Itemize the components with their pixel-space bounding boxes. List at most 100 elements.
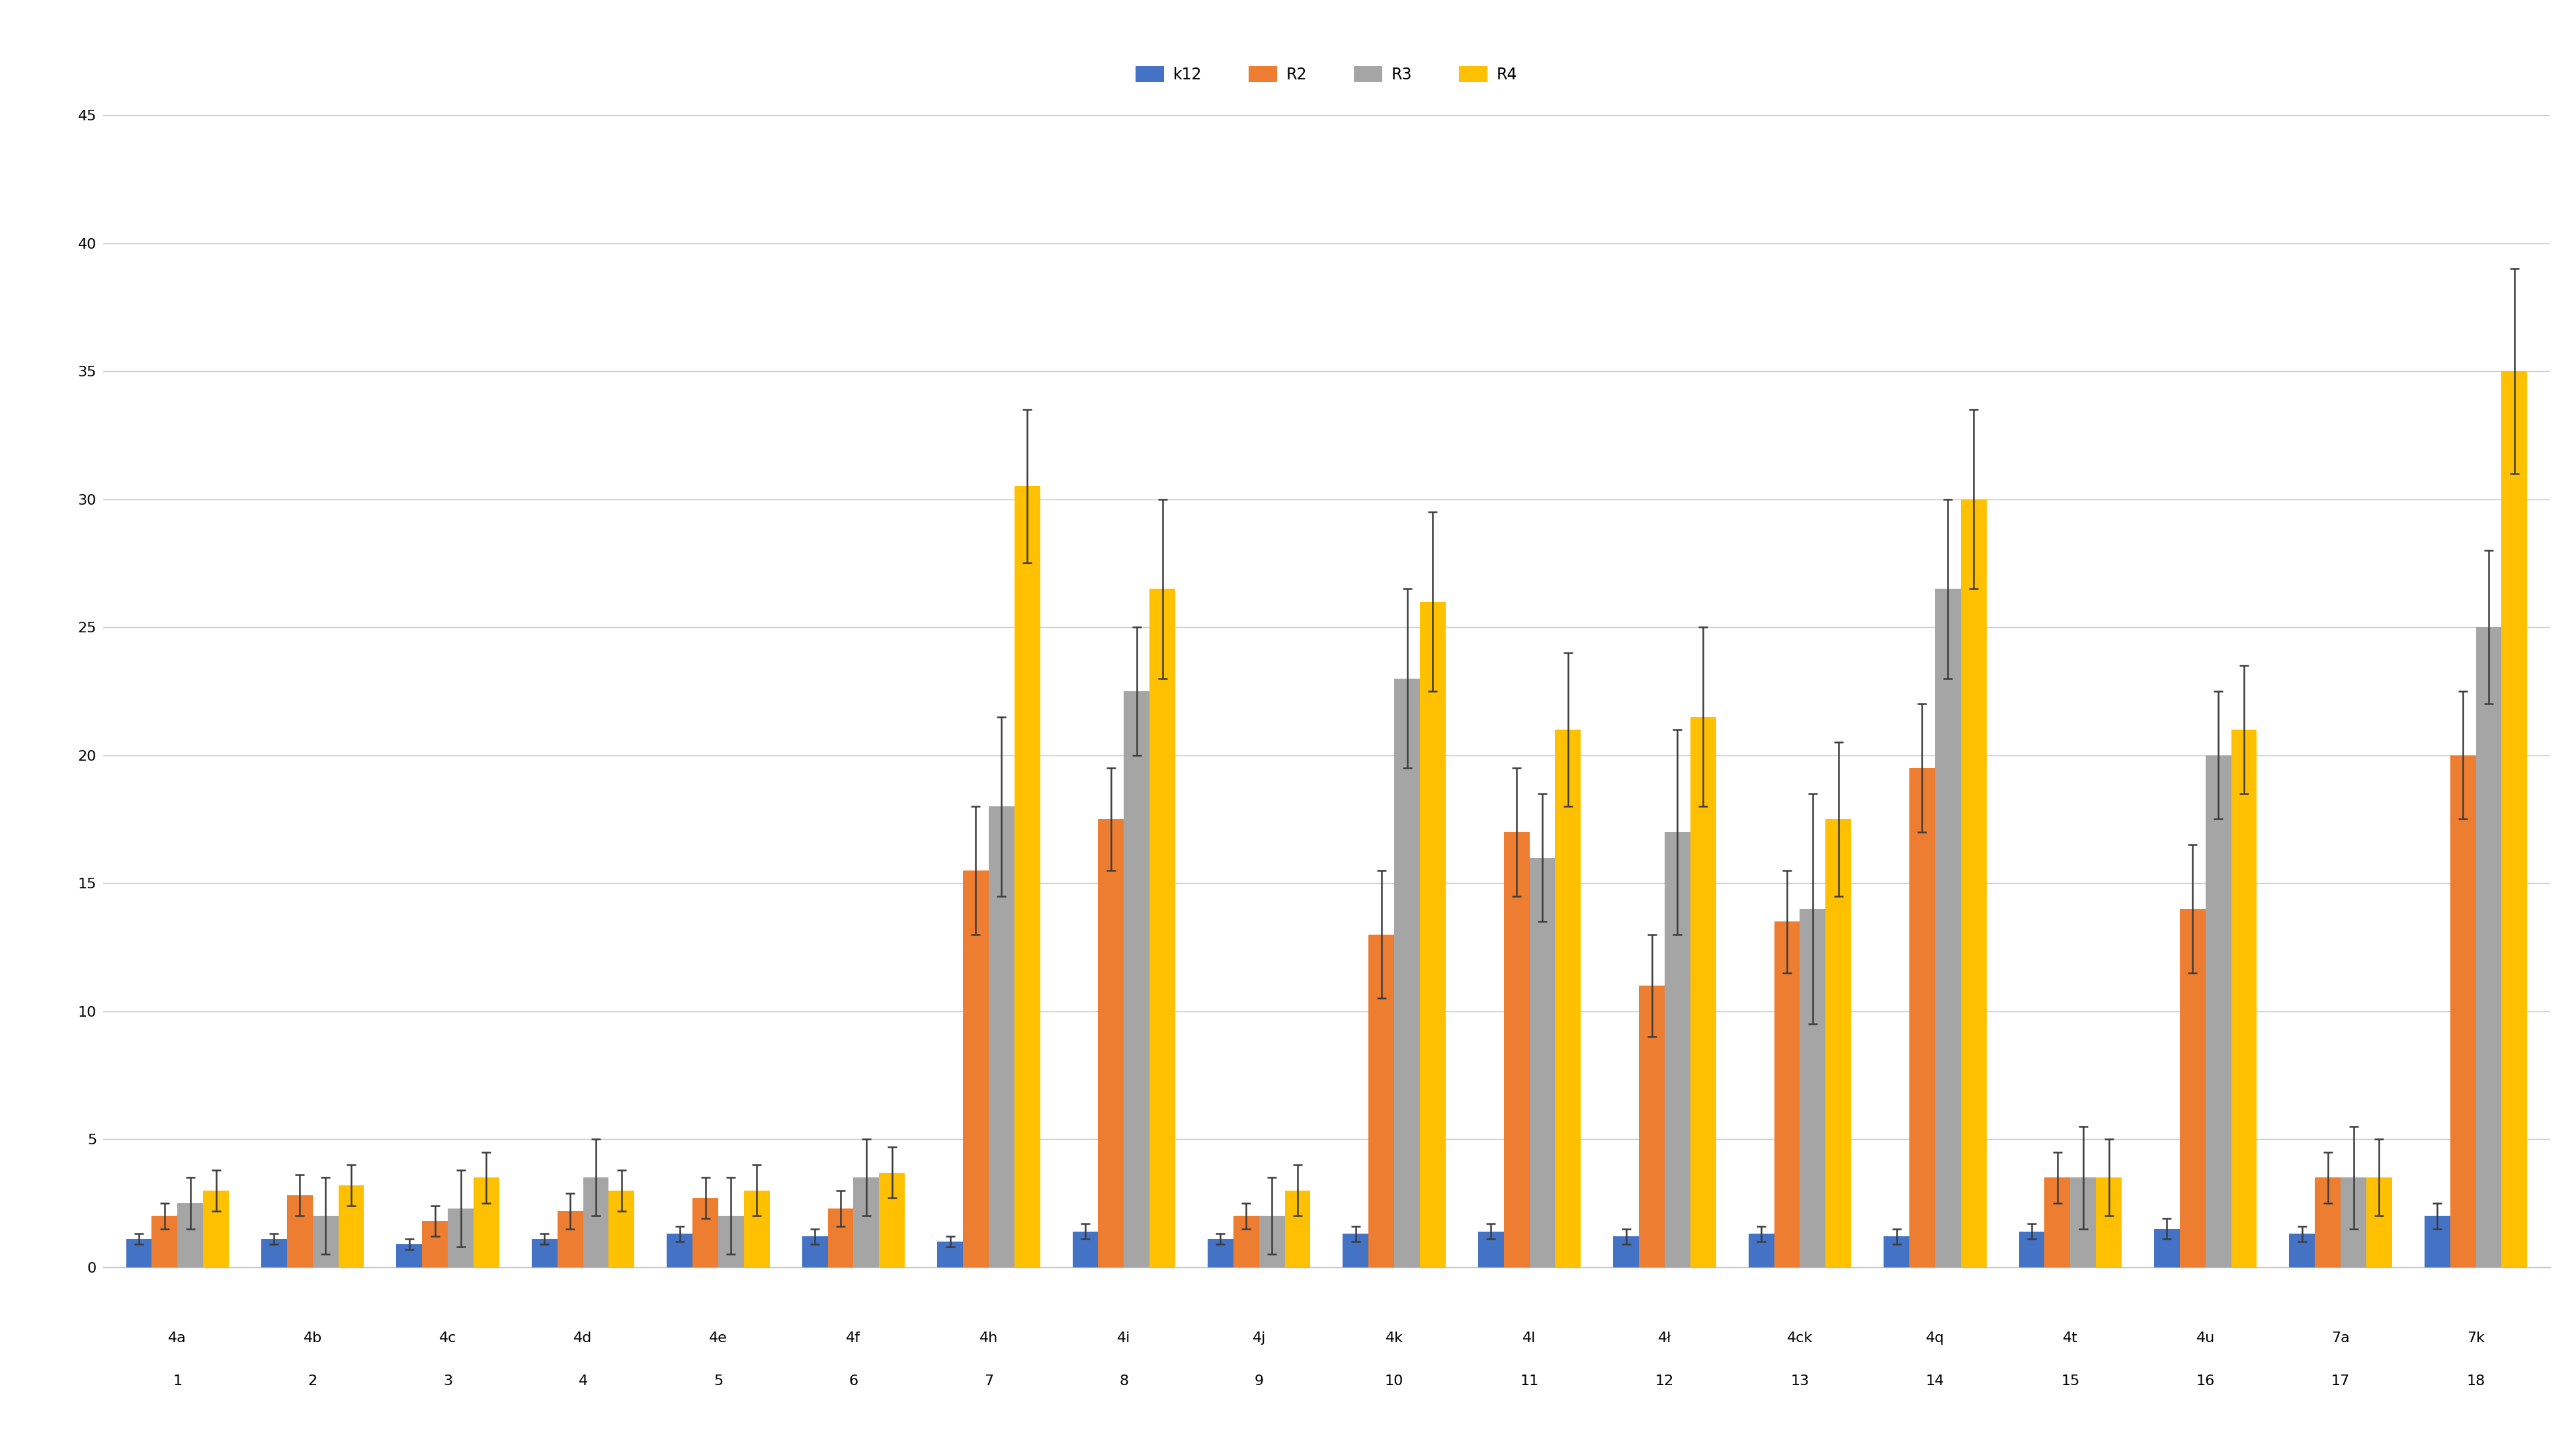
Bar <box>1072 1231 1097 1267</box>
Bar <box>1234 1215 1260 1267</box>
Text: 4i: 4i <box>1118 1331 1131 1345</box>
Text: 7k: 7k <box>2468 1331 2486 1345</box>
Bar <box>582 1178 608 1267</box>
Text: 4u: 4u <box>2197 1331 2215 1345</box>
Bar <box>474 1178 500 1267</box>
Text: 4t: 4t <box>2063 1331 2079 1345</box>
Bar <box>1208 1238 1234 1267</box>
Text: 7a: 7a <box>2331 1331 2349 1345</box>
Text: 15: 15 <box>2061 1375 2079 1388</box>
Text: 4f: 4f <box>845 1331 860 1345</box>
Bar <box>1479 1231 1504 1267</box>
Text: 4q: 4q <box>1927 1331 1945 1345</box>
Text: 4c: 4c <box>438 1331 456 1345</box>
Text: 4e: 4e <box>708 1331 726 1345</box>
Bar <box>1883 1237 1909 1267</box>
Bar <box>531 1238 556 1267</box>
Bar <box>1342 1234 1368 1267</box>
Text: 4h: 4h <box>979 1331 997 1345</box>
Bar <box>1801 909 1826 1267</box>
Text: 3: 3 <box>443 1375 453 1388</box>
Bar <box>1613 1237 1638 1267</box>
Bar <box>337 1185 363 1267</box>
Bar <box>397 1244 422 1267</box>
Text: 4k: 4k <box>1386 1331 1404 1345</box>
Text: 4ł: 4ł <box>1659 1331 1672 1345</box>
Bar <box>1097 819 1123 1267</box>
Text: 9: 9 <box>1255 1375 1265 1388</box>
Bar <box>938 1241 963 1267</box>
Bar <box>608 1191 634 1267</box>
Text: 4j: 4j <box>1252 1331 1265 1345</box>
Bar <box>422 1221 448 1267</box>
Bar <box>1749 1234 1775 1267</box>
Bar <box>1909 768 1935 1267</box>
Bar <box>2020 1231 2045 1267</box>
Bar <box>2501 372 2527 1267</box>
Bar <box>853 1178 878 1267</box>
Bar <box>1638 985 1664 1267</box>
Bar <box>204 1191 229 1267</box>
Bar <box>2071 1178 2097 1267</box>
Text: 16: 16 <box>2197 1375 2215 1388</box>
Bar <box>1775 922 1801 1267</box>
Bar <box>2231 730 2257 1267</box>
Text: 4d: 4d <box>574 1331 592 1345</box>
Bar <box>1368 935 1394 1267</box>
Bar <box>827 1208 853 1267</box>
Bar <box>1530 858 1556 1267</box>
Text: 4a: 4a <box>167 1331 185 1345</box>
Text: 7: 7 <box>984 1375 994 1388</box>
Bar <box>693 1198 719 1267</box>
Bar <box>2342 1178 2367 1267</box>
Bar <box>2476 628 2501 1267</box>
Bar <box>260 1238 286 1267</box>
Bar <box>1015 487 1041 1267</box>
Bar <box>989 806 1015 1267</box>
Bar <box>1123 691 1149 1267</box>
Bar <box>126 1238 152 1267</box>
Bar <box>448 1208 474 1267</box>
Text: 11: 11 <box>1520 1375 1538 1388</box>
Bar <box>963 870 989 1267</box>
Bar <box>1285 1191 1311 1267</box>
Bar <box>1690 717 1716 1267</box>
Text: 2: 2 <box>309 1375 317 1388</box>
Text: 13: 13 <box>1790 1375 1808 1388</box>
Bar <box>1394 678 1419 1267</box>
Bar <box>2179 909 2205 1267</box>
Bar <box>178 1204 204 1267</box>
Text: 4: 4 <box>580 1375 587 1388</box>
Bar <box>2450 755 2476 1267</box>
Text: 14: 14 <box>1927 1375 1945 1388</box>
Text: 4ck: 4ck <box>1788 1331 1814 1345</box>
Bar <box>2205 755 2231 1267</box>
Bar <box>801 1237 827 1267</box>
Bar <box>2154 1228 2179 1267</box>
Bar <box>1419 602 1445 1267</box>
Text: 1: 1 <box>173 1375 183 1388</box>
Bar <box>312 1215 337 1267</box>
Text: 8: 8 <box>1118 1375 1128 1388</box>
Bar <box>2097 1178 2123 1267</box>
Bar <box>556 1211 582 1267</box>
Text: 10: 10 <box>1386 1375 1404 1388</box>
Bar <box>1960 500 1986 1267</box>
Bar <box>1935 589 1960 1267</box>
Bar <box>1260 1215 1285 1267</box>
Bar <box>744 1191 770 1267</box>
Bar <box>667 1234 693 1267</box>
Text: 4l: 4l <box>1522 1331 1535 1345</box>
Legend: k12, R2, R3, R4: k12, R2, R3, R4 <box>1128 59 1525 89</box>
Bar <box>1504 832 1530 1267</box>
Bar <box>1556 730 1582 1267</box>
Text: 4b: 4b <box>304 1331 322 1345</box>
Bar <box>2290 1234 2316 1267</box>
Bar <box>2316 1178 2342 1267</box>
Text: 5: 5 <box>714 1375 724 1388</box>
Text: 17: 17 <box>2331 1375 2349 1388</box>
Bar <box>719 1215 744 1267</box>
Bar <box>878 1172 904 1267</box>
Bar <box>2045 1178 2071 1267</box>
Bar <box>1149 589 1175 1267</box>
